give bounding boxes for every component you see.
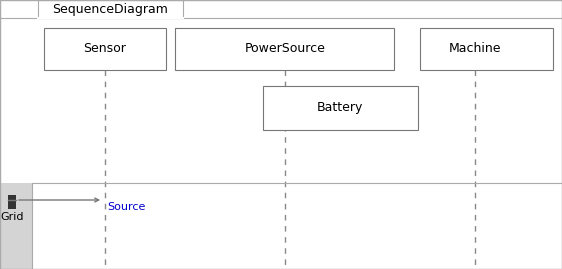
Bar: [175, 28, 394, 70]
Text: PowerSource: PowerSource: [244, 43, 325, 55]
Bar: [8, 195, 16, 209]
Text: Battery: Battery: [317, 101, 363, 115]
Bar: [420, 28, 553, 70]
Text: Machine: Machine: [448, 43, 501, 55]
Text: Source: Source: [107, 202, 146, 212]
Text: Grid: Grid: [0, 212, 24, 222]
Bar: [44, 28, 166, 70]
Bar: [263, 86, 418, 130]
Text: Sensor: Sensor: [84, 43, 126, 55]
Bar: [38, 0, 183, 18]
Text: SequenceDiagram: SequenceDiagram: [53, 3, 169, 16]
Bar: [0, 183, 32, 269]
